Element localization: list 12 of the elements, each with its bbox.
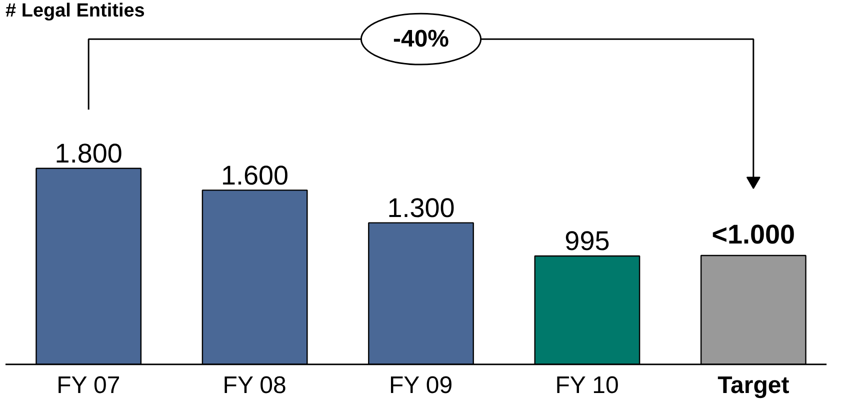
data-label: 1.600 bbox=[221, 160, 289, 190]
data-label: 1.800 bbox=[54, 138, 122, 169]
x-tick-label: FY 10 bbox=[555, 372, 619, 400]
x-tick-label: FY 09 bbox=[388, 372, 453, 400]
text: -40% bbox=[392, 26, 450, 53]
x-tick-label: FY 08 bbox=[222, 372, 286, 400]
x-tick-label: Target bbox=[718, 372, 790, 400]
data-label: 995 bbox=[564, 226, 610, 256]
data-label: 1.300 bbox=[387, 192, 455, 223]
x-tick-label: FY 07 bbox=[56, 372, 120, 400]
data-label: <1.000 bbox=[712, 220, 796, 250]
chart-title: # Legal Entities bbox=[5, 0, 145, 22]
